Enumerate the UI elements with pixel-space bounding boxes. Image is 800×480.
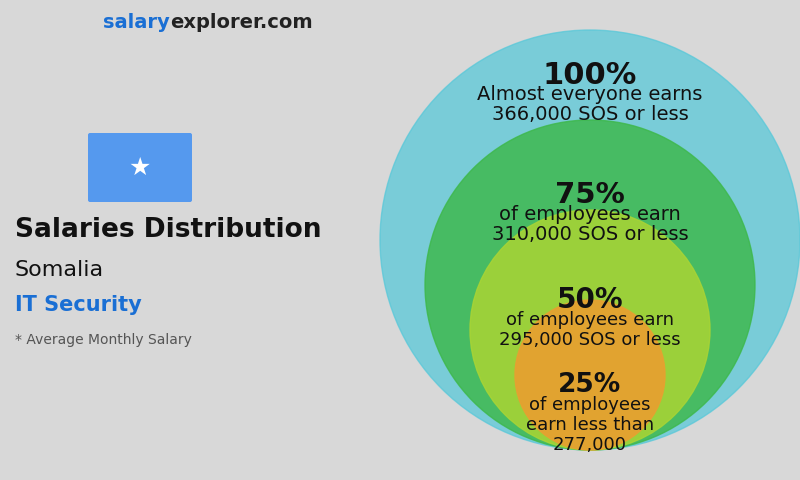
Text: 25%: 25% (558, 372, 622, 398)
Text: of employees earn: of employees earn (506, 311, 674, 329)
Text: explorer.com: explorer.com (170, 12, 313, 32)
Text: IT Security: IT Security (15, 295, 142, 315)
Text: of employees: of employees (530, 396, 650, 414)
Text: Almost everyone earns: Almost everyone earns (478, 85, 702, 105)
Circle shape (515, 300, 665, 450)
Text: 75%: 75% (555, 181, 625, 209)
Text: salary: salary (103, 12, 170, 32)
Text: 295,000 SOS or less: 295,000 SOS or less (499, 331, 681, 349)
Text: 50%: 50% (557, 286, 623, 314)
Text: Salaries Distribution: Salaries Distribution (15, 217, 322, 243)
Text: * Average Monthly Salary: * Average Monthly Salary (15, 333, 192, 347)
Text: of employees earn: of employees earn (499, 205, 681, 225)
Circle shape (380, 30, 800, 450)
Text: Somalia: Somalia (15, 260, 104, 280)
Text: ★: ★ (129, 156, 151, 180)
Text: 277,000: 277,000 (553, 436, 627, 454)
FancyBboxPatch shape (88, 133, 192, 202)
Circle shape (470, 210, 710, 450)
Text: 310,000 SOS or less: 310,000 SOS or less (492, 226, 688, 244)
Text: 366,000 SOS or less: 366,000 SOS or less (492, 106, 688, 124)
Text: 100%: 100% (543, 60, 637, 89)
Circle shape (425, 120, 755, 450)
Text: earn less than: earn less than (526, 416, 654, 434)
